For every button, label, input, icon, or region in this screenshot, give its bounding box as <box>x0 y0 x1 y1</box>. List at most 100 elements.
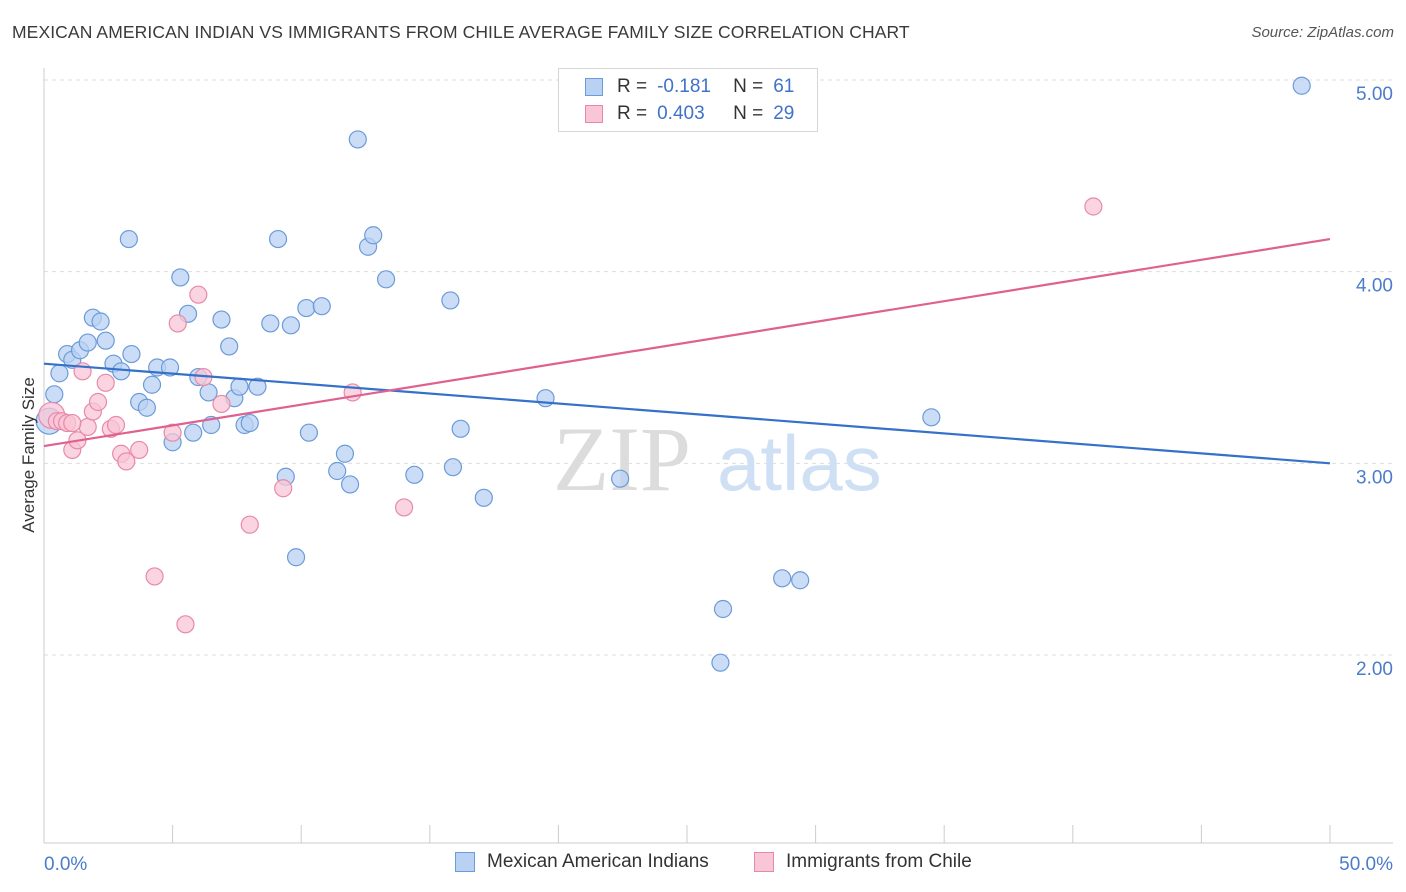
data-point-pink <box>274 479 293 498</box>
series-name-blue: Mexican American Indians <box>487 851 709 872</box>
data-point-blue <box>312 297 331 316</box>
data-point-blue <box>137 398 156 417</box>
trend-line-pink <box>43 237 1331 448</box>
data-point-blue <box>45 385 64 404</box>
x-tick-label: 0.0% <box>44 854 87 875</box>
series-legend-blue: Mexican American Indians <box>455 851 709 873</box>
chart-title: MEXICAN AMERICAN INDIAN VS IMMIGRANTS FR… <box>12 22 910 42</box>
data-point-blue <box>340 475 360 494</box>
data-point-pink <box>212 394 231 414</box>
legend-n-label: N = <box>733 76 764 97</box>
data-point-blue <box>536 389 555 408</box>
data-point-blue <box>212 310 231 329</box>
data-point-blue <box>220 337 239 356</box>
data-point-pink <box>78 417 97 437</box>
data-point-pink <box>88 392 108 412</box>
x-tick-label: 50.0% <box>1339 854 1393 875</box>
axes <box>43 68 1393 844</box>
y-axis-label: Average Family Size <box>19 377 38 533</box>
series-name-pink: Immigrants from Chile <box>786 851 972 872</box>
data-point-blue <box>160 358 180 377</box>
legend-n-label: N = <box>733 103 764 124</box>
gridlines <box>44 79 1393 656</box>
data-point-pink <box>394 498 414 517</box>
watermark-atlas: atlas <box>717 419 882 507</box>
legend-swatch-blue <box>585 78 603 96</box>
data-point-blue <box>364 226 383 245</box>
y-tick-label: 3.00 <box>1356 467 1393 488</box>
data-point-blue <box>405 465 424 484</box>
data-point-blue <box>230 377 249 396</box>
series-legend: Mexican American Indians Immigrants from… <box>0 851 1406 877</box>
data-point-blue <box>297 298 316 318</box>
legend-swatch-pink <box>585 105 603 123</box>
data-point-blue <box>443 458 463 477</box>
data-point-pink <box>63 413 82 433</box>
series-legend-pink: Immigrants from Chile <box>754 851 972 873</box>
legend-n-value: 61 <box>773 76 795 97</box>
data-point-blue <box>474 488 493 507</box>
data-point-blue <box>611 469 630 488</box>
data-point-blue <box>50 364 69 383</box>
legend-r-label: R = <box>617 76 648 97</box>
data-point-blue <box>248 377 267 396</box>
data-point-blue <box>268 229 288 249</box>
legend-row-pink: R = 0.403 N = 29 <box>585 102 794 126</box>
legend-r-label: R = <box>617 103 648 124</box>
data-point-blue <box>240 413 259 433</box>
tick-labels: 2.00 3.00 4.00 5.00 0.0% 50.0% <box>44 84 1393 875</box>
data-point-pink <box>163 423 182 442</box>
data-point-blue <box>335 444 355 463</box>
legend-row-blue: R = -0.181 N = 61 <box>585 75 794 99</box>
y-tick-label: 4.00 <box>1356 276 1393 297</box>
data-point-blue <box>122 344 141 364</box>
data-point-blue <box>261 314 280 333</box>
data-point-blue <box>441 291 460 310</box>
data-point-blue <box>376 270 396 289</box>
data-point-pink <box>1084 197 1103 216</box>
data-point-blue <box>451 419 470 438</box>
data-point-blue <box>711 653 730 672</box>
data-point-pink <box>117 452 136 471</box>
series-swatch-pink <box>754 852 774 872</box>
data-point-pink <box>168 314 187 333</box>
data-point-blue <box>96 331 115 350</box>
data-point-pink <box>96 373 115 392</box>
series-swatch-blue <box>455 852 475 872</box>
data-points <box>35 76 1311 672</box>
data-point-blue <box>348 130 367 149</box>
data-point-blue <box>171 268 190 287</box>
legend-r-value: -0.181 <box>657 76 711 97</box>
watermark-zip: ZIP <box>553 408 691 510</box>
data-point-blue <box>142 375 162 394</box>
source-credit: Source: ZipAtlas.com <box>1251 24 1394 41</box>
data-point-pink <box>145 567 164 586</box>
legend-r-value: 0.403 <box>657 103 705 124</box>
trend-lines <box>43 237 1331 465</box>
data-point-blue <box>286 548 306 567</box>
data-point-pink <box>106 415 126 435</box>
data-point-blue <box>773 569 792 588</box>
data-point-blue <box>78 333 97 352</box>
y-tick-label: 5.00 <box>1356 84 1393 105</box>
data-point-blue <box>713 599 733 619</box>
data-point-blue <box>91 312 110 331</box>
data-point-pink <box>189 285 208 304</box>
data-point-blue <box>112 362 131 381</box>
trend-line-blue <box>43 362 1331 465</box>
y-tick-label: 2.00 <box>1356 659 1393 680</box>
correlation-legend: R = -0.181 N = 61 R = 0.403 N = 29 <box>558 68 818 132</box>
data-point-pink <box>176 615 195 634</box>
data-point-blue <box>119 229 138 249</box>
data-point-blue <box>1292 76 1311 95</box>
data-point-blue <box>791 571 810 590</box>
data-point-blue <box>299 423 319 442</box>
data-point-blue <box>328 461 347 481</box>
data-point-blue <box>184 423 203 442</box>
data-point-blue <box>922 408 941 427</box>
data-point-pink <box>130 440 149 460</box>
data-point-pink <box>240 515 259 534</box>
legend-n-value: 29 <box>773 103 795 124</box>
data-point-blue <box>281 316 301 335</box>
